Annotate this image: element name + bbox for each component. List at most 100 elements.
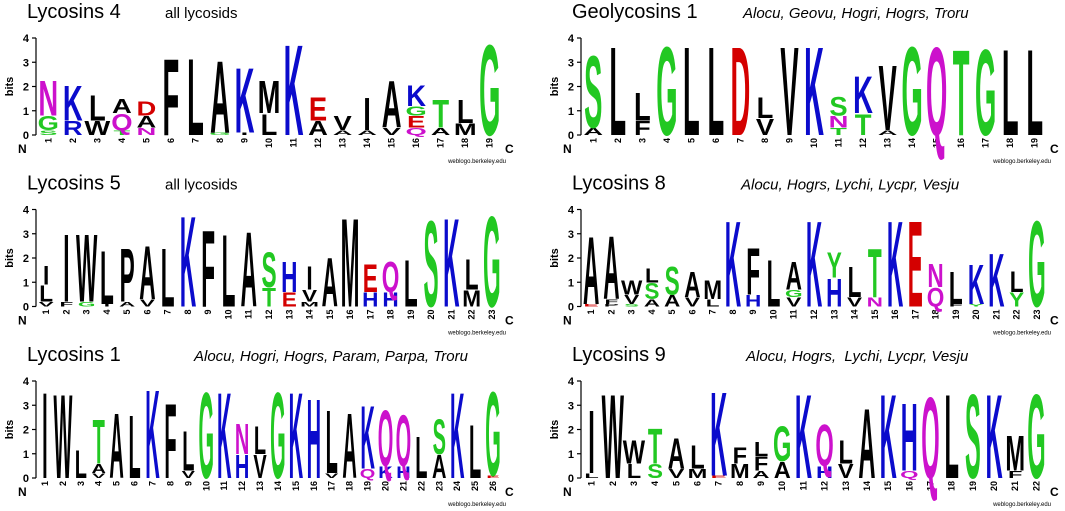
residue-letter: A (342, 395, 356, 499)
y-tick-label: 2 (23, 425, 29, 437)
position-label: 3 (82, 310, 92, 315)
position-label: 4 (117, 138, 127, 143)
position-label: 15 (883, 481, 893, 491)
y-tick-label: 2 (23, 82, 29, 94)
residue-letter: H (281, 254, 297, 302)
y-tick-label: 2 (568, 82, 574, 94)
residue-letter: A (241, 211, 257, 330)
y-axis-label: bits (549, 248, 561, 268)
residue-letter: E (282, 289, 297, 311)
position-label: 20 (971, 310, 981, 320)
position-label: 10 (223, 310, 233, 320)
residue-letter: F (604, 298, 618, 306)
y-tick-label: 4 (568, 33, 575, 45)
residue-letter: F (163, 36, 180, 158)
position-label: 3 (92, 138, 102, 143)
position-label: 16 (345, 310, 355, 320)
credit: weblogo.berkeley.edu (447, 159, 506, 165)
panel-subtitle: Alocu, Hogrs, Lychi, Lycpr, Vesju (745, 348, 969, 365)
y-tick-label: 1 (568, 277, 574, 289)
position-label: 12 (264, 310, 274, 320)
y-axis-label: bits (549, 77, 561, 97)
residue-letter: K (360, 387, 374, 488)
position-label: 3 (637, 138, 647, 143)
residue-letter: L (609, 22, 626, 163)
position-label: 15 (291, 481, 301, 491)
panel-subtitle: Alocu, Hogrs, Lychi, Lycpr, Vesju (740, 177, 960, 194)
residue-letter: F (746, 234, 760, 309)
residue-letter: L (767, 246, 781, 321)
credit: weblogo.berkeley.edu (992, 159, 1051, 165)
position-label: 15 (870, 310, 880, 320)
position-label: 1 (41, 310, 51, 315)
y-tick-label: 1 (568, 449, 574, 461)
position-label: 6 (142, 310, 152, 315)
residue-letter: W (621, 277, 643, 299)
position-label: 15 (325, 310, 335, 320)
residue-letter: I (104, 304, 110, 308)
residue-letter: V (39, 301, 54, 309)
residue-letter: L (222, 214, 236, 329)
residue-letter: Y (969, 304, 984, 308)
residue-letter: I (241, 132, 249, 136)
residue-letter: T (855, 109, 872, 142)
residue-letter: A (308, 118, 328, 140)
residue-letter: L (645, 264, 659, 286)
residue-letter: A (668, 430, 685, 478)
position-label: 11 (219, 481, 229, 491)
panel-subtitle: all lycosids (165, 5, 238, 22)
residue-letter: G (479, 17, 500, 162)
position-label: 13 (829, 310, 839, 320)
residue-letter: L (1002, 23, 1019, 161)
y-tick-label: 4 (568, 205, 575, 217)
residue-letter: W (53, 371, 72, 505)
residue-letter: S (39, 129, 57, 136)
residue-letter: E (908, 195, 923, 333)
position-label: 6 (711, 138, 721, 143)
residue-letter: A (333, 129, 353, 136)
residue-letter: A (786, 254, 802, 298)
position-label: 9 (239, 138, 249, 143)
c-terminus: C (1050, 485, 1059, 499)
y-axis-label: bits (4, 77, 16, 97)
residue-letter: G (209, 132, 230, 136)
position-label: 7 (708, 310, 718, 315)
residue-letter: G (975, 23, 996, 161)
residue-letter: F (201, 207, 215, 330)
residue-letter: V (302, 287, 318, 305)
residue-letter: V (140, 297, 156, 308)
residue-letter: I (306, 260, 312, 297)
residue-letter: A (322, 243, 338, 321)
residue-letter: H (396, 463, 410, 482)
residue-letter: A (753, 469, 770, 480)
residue-letter: A (583, 217, 599, 324)
position-label: 7 (190, 138, 200, 143)
position-label: 2 (613, 138, 623, 143)
residue-letter: S (644, 278, 659, 304)
position-label: 6 (130, 481, 140, 486)
residue-letter: L (627, 460, 641, 483)
residue-letter: N (235, 417, 249, 464)
residue-letter: K (145, 365, 159, 506)
residue-letter: K (804, 22, 824, 163)
position-label: 16 (904, 481, 914, 491)
residue-letter: G (78, 301, 96, 309)
y-tick-label: 1 (568, 106, 574, 118)
residue-letter: L (949, 262, 963, 314)
position-label: 22 (416, 481, 426, 491)
position-label: 23 (487, 310, 497, 320)
position-label: 11 (789, 310, 799, 320)
position-label: 9 (756, 481, 766, 486)
position-label: 16 (411, 138, 421, 148)
residue-letter: G (1027, 371, 1045, 504)
residue-letter: F (1008, 469, 1022, 480)
n-terminus: N (563, 314, 572, 328)
residue-letter: L (757, 92, 774, 125)
position-label: 13 (841, 481, 851, 491)
panel-title: Lycosins 5 (27, 173, 121, 195)
residue-letter: L (708, 22, 725, 163)
residue-letter: Q (396, 402, 412, 482)
position-label: 17 (365, 310, 375, 320)
position-label: 22 (1012, 309, 1022, 319)
panel-title: Geolycosins 1 (572, 1, 698, 23)
